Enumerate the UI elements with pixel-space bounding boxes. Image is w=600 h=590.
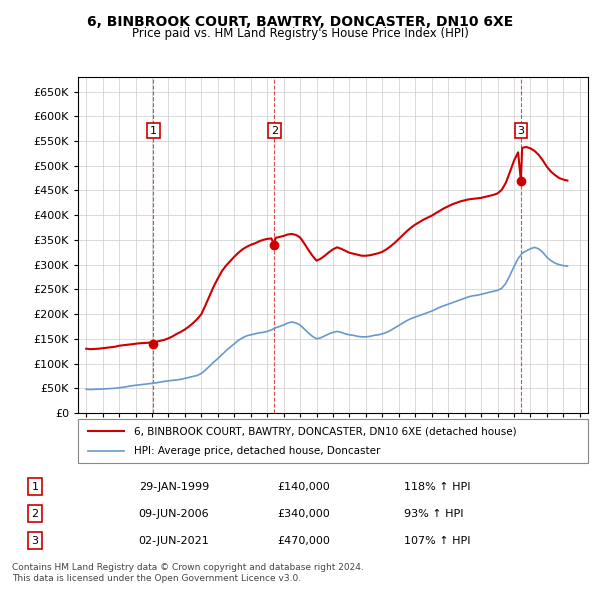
Text: Price paid vs. HM Land Registry's House Price Index (HPI): Price paid vs. HM Land Registry's House … xyxy=(131,27,469,40)
Text: 29-JAN-1999: 29-JAN-1999 xyxy=(139,481,209,491)
Text: 107% ↑ HPI: 107% ↑ HPI xyxy=(404,536,470,546)
Text: 93% ↑ HPI: 93% ↑ HPI xyxy=(404,509,463,519)
Text: £470,000: £470,000 xyxy=(277,536,330,546)
Text: 1: 1 xyxy=(150,126,157,136)
Text: 1: 1 xyxy=(32,481,38,491)
Text: HPI: Average price, detached house, Doncaster: HPI: Average price, detached house, Donc… xyxy=(134,446,380,455)
Text: 118% ↑ HPI: 118% ↑ HPI xyxy=(404,481,470,491)
Text: 6, BINBROOK COURT, BAWTRY, DONCASTER, DN10 6XE (detached house): 6, BINBROOK COURT, BAWTRY, DONCASTER, DN… xyxy=(134,427,517,436)
Text: 2: 2 xyxy=(31,509,38,519)
Text: £140,000: £140,000 xyxy=(277,481,330,491)
Text: 02-JUN-2021: 02-JUN-2021 xyxy=(139,536,209,546)
FancyBboxPatch shape xyxy=(78,419,588,463)
Text: 3: 3 xyxy=(32,536,38,546)
Text: 2: 2 xyxy=(271,126,278,136)
Text: 3: 3 xyxy=(517,126,524,136)
Text: Contains HM Land Registry data © Crown copyright and database right 2024.
This d: Contains HM Land Registry data © Crown c… xyxy=(12,563,364,583)
Text: 6, BINBROOK COURT, BAWTRY, DONCASTER, DN10 6XE: 6, BINBROOK COURT, BAWTRY, DONCASTER, DN… xyxy=(87,15,513,29)
Text: 09-JUN-2006: 09-JUN-2006 xyxy=(139,509,209,519)
Text: £340,000: £340,000 xyxy=(277,509,330,519)
